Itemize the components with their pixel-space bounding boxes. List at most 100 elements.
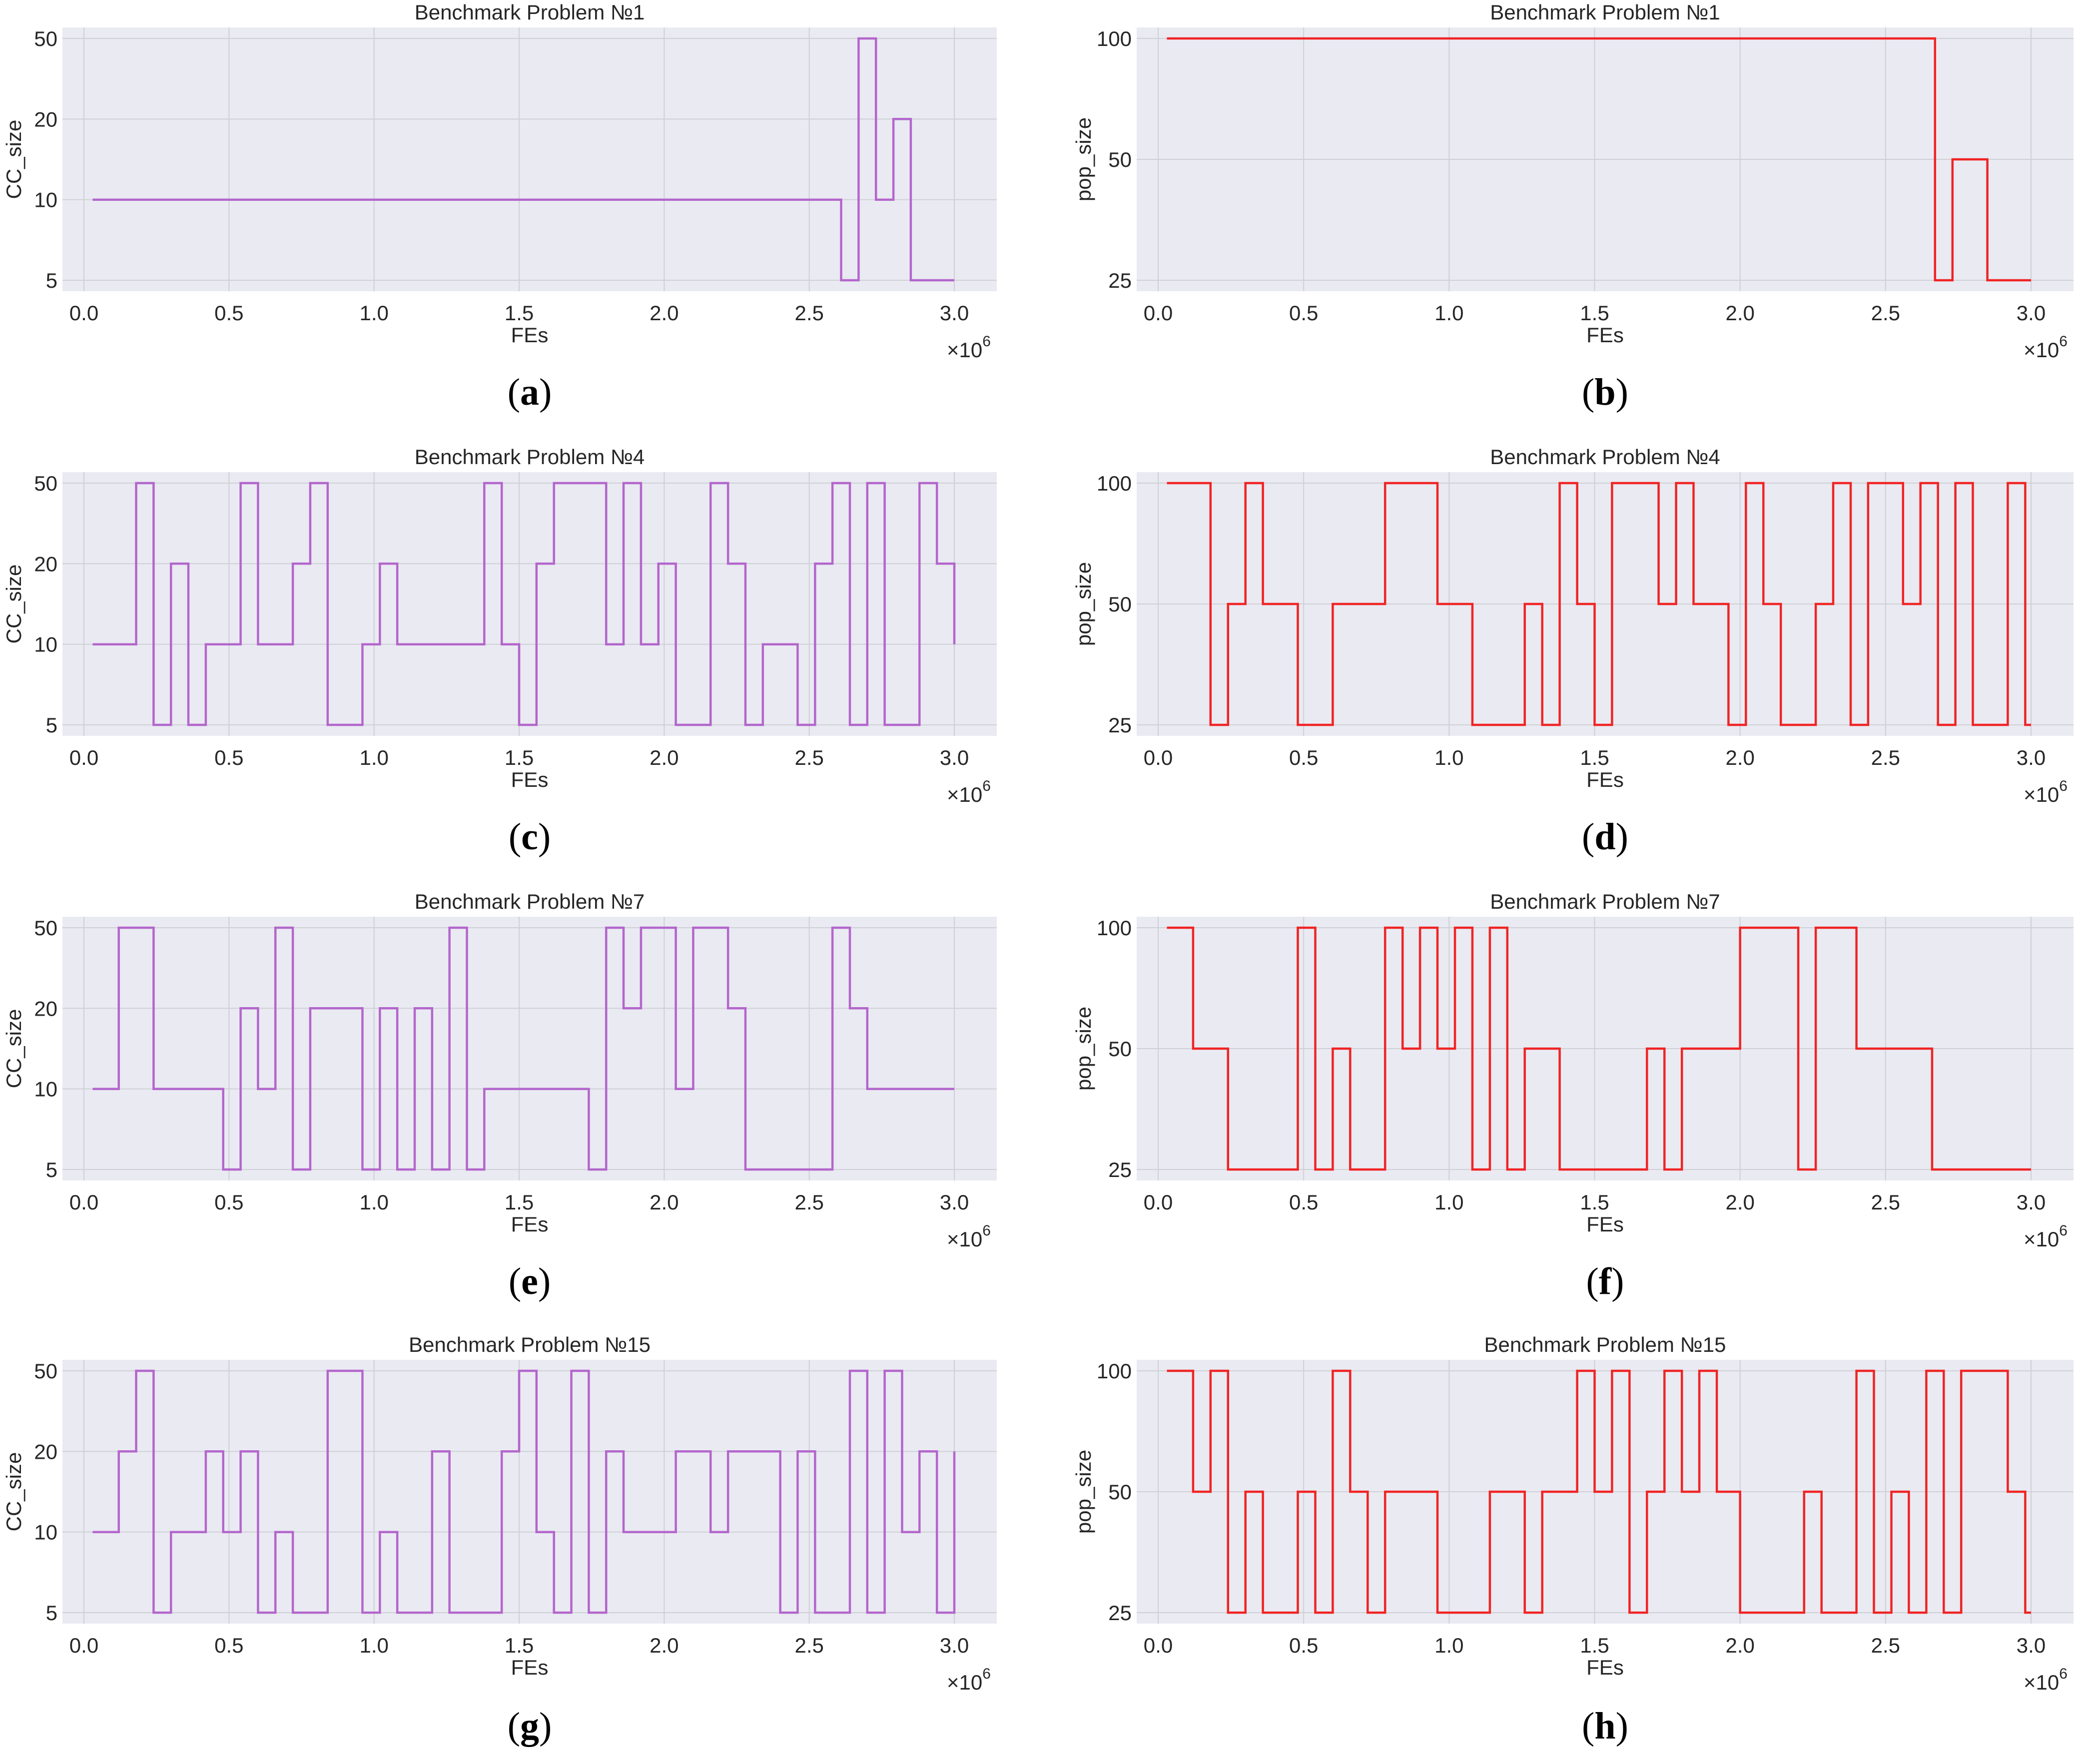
x-tick-label: 1.5: [505, 1634, 534, 1657]
y-tick-label: 20: [34, 552, 57, 576]
x-multiplier: ×106: [2024, 778, 2068, 806]
y-tick-label: 10: [34, 1078, 57, 1101]
x-multiplier: ×106: [947, 1222, 991, 1251]
series-line-CC-size: [92, 926, 954, 1171]
y-tick-label: 100: [1097, 1359, 1132, 1383]
caption-letter: a: [520, 371, 539, 413]
x-tick-label: 0.5: [214, 746, 243, 769]
caption-letter: d: [1594, 816, 1615, 858]
caption-open-paren: (: [1582, 1705, 1594, 1747]
y-tick-label: 20: [34, 1440, 57, 1463]
x-tick-label: 3.0: [940, 1190, 969, 1214]
x-tick-label: 1.0: [1434, 301, 1463, 325]
caption-letter: e: [521, 1260, 538, 1302]
x-multiplier-base: ×10: [947, 1227, 982, 1251]
y-tick-label: 50: [34, 472, 57, 495]
caption-open-paren: (: [1582, 371, 1594, 413]
chart-panel-g: 0.0 0.5 1.0 1.5 2.0 2.5 3.0 5 10 20 50 Benchmark Pr…: [2, 1333, 997, 1747]
x-tick-label: 1.5: [1580, 301, 1609, 325]
y-axis-label: CC_size: [2, 565, 25, 644]
caption-close-paren: ): [539, 1705, 552, 1747]
x-axis-label: FEs: [511, 1212, 549, 1236]
y-tick-label: 50: [34, 916, 57, 940]
x-axis-label: FEs: [1586, 1212, 1624, 1236]
caption-open-paren: (: [1586, 1260, 1599, 1302]
panel-caption: (g): [508, 1705, 552, 1747]
y-tick-label: 50: [34, 27, 57, 50]
x-tick-label: 3.0: [2017, 301, 2046, 325]
caption-letter: f: [1599, 1260, 1612, 1302]
x-tick-label: 2.0: [650, 1634, 679, 1657]
panel-caption: (b): [1582, 371, 1628, 413]
x-tick-label: 0.0: [1144, 746, 1173, 769]
y-tick-label: 5: [46, 269, 57, 292]
x-tick-label: 2.0: [650, 1190, 679, 1214]
x-tick-label: 1.0: [1434, 1634, 1463, 1657]
x-axis-label: FEs: [1586, 768, 1624, 791]
x-tick-label: 1.0: [359, 301, 388, 325]
caption-open-paren: (: [508, 1705, 520, 1747]
chart-panel-e: 0.0 0.5 1.0 1.5 2.0 2.5 3.0 5 10 20 50 Benchmark Pr…: [2, 890, 997, 1302]
x-tick-label: 0.0: [69, 1190, 98, 1214]
panel-caption: (d): [1582, 816, 1628, 858]
x-tick-label: 1.5: [1580, 1634, 1609, 1657]
caption-close-paren: ): [1616, 371, 1628, 413]
caption-letter: b: [1594, 371, 1615, 413]
chart-panel-a: 0.0 0.5 1.0 1.5 2.0 2.5 3.0 5 10 20 50 Benchmark Pr…: [2, 0, 997, 413]
y-tick-label: 50: [1108, 592, 1132, 616]
x-multiplier-exponent: 6: [982, 1222, 991, 1239]
series-line-pop-size: [1167, 1369, 2031, 1614]
y-tick-label: 25: [1108, 269, 1132, 292]
caption-close-paren: ): [538, 1260, 551, 1302]
caption-open-paren: (: [509, 1260, 521, 1302]
y-tick-label: 5: [46, 713, 57, 737]
x-tick-label: 2.5: [794, 746, 823, 769]
x-tick-label: 2.5: [794, 1634, 823, 1657]
y-tick-label: 20: [34, 107, 57, 131]
y-tick-label: 25: [1108, 713, 1132, 737]
x-tick-label: 1.0: [1434, 746, 1463, 769]
plot-area: [62, 1360, 997, 1624]
chart-title: Benchmark Problem №1: [415, 0, 645, 24]
series-line-CC-size: [92, 37, 954, 282]
x-multiplier-base: ×10: [947, 1671, 982, 1694]
chart-panel-h: 0.0 0.5 1.0 1.5 2.0 2.5 3.0 25 50 100 Benchmark Pr…: [1072, 1333, 2074, 1747]
x-axis-label: FEs: [1586, 323, 1624, 347]
chart-title: Benchmark Problem №15: [409, 1333, 651, 1356]
x-tick-label: 2.0: [650, 301, 679, 325]
caption-close-paren: ): [1616, 816, 1628, 858]
y-tick-label: 50: [1108, 1037, 1132, 1061]
x-tick-label: 1.5: [505, 746, 534, 769]
y-tick-label: 5: [46, 1158, 57, 1181]
x-axis-label: FEs: [511, 1656, 549, 1679]
y-tick-label: 50: [34, 1359, 57, 1383]
chart-panel-c: 0.0 0.5 1.0 1.5 2.0 2.5 3.0 5 10 20 50 Benchmark Pr…: [2, 445, 997, 858]
caption-close-paren: ): [1611, 1260, 1624, 1302]
chart-title: Benchmark Problem №4: [1490, 445, 1720, 469]
series-line-pop-size: [1167, 37, 2031, 282]
chart-panel-f: 0.0 0.5 1.0 1.5 2.0 2.5 3.0 25 50 100 Benchmark Pr…: [1072, 890, 2074, 1302]
caption-close-paren: ): [1616, 1705, 1628, 1747]
panel-caption: (e): [509, 1260, 551, 1302]
caption-open-paren: (: [509, 816, 521, 858]
x-multiplier-exponent: 6: [2059, 1222, 2068, 1239]
x-tick-label: 0.5: [214, 301, 243, 325]
x-tick-label: 0.5: [1289, 301, 1318, 325]
y-axis-label: pop_size: [1072, 117, 1095, 201]
x-tick-label: 0.0: [1144, 1190, 1173, 1214]
x-tick-label: 0.0: [1144, 1634, 1173, 1657]
caption-open-paren: (: [508, 371, 520, 413]
y-axis-label: CC_size: [2, 120, 25, 199]
plot-area: [62, 917, 997, 1180]
plot-area: [62, 27, 997, 291]
chart-title: Benchmark Problem №4: [415, 445, 645, 469]
y-tick-label: 100: [1097, 472, 1132, 495]
y-axis-label: CC_size: [2, 1009, 25, 1089]
x-multiplier: ×106: [2024, 1666, 2068, 1694]
x-tick-label: 0.5: [1289, 1634, 1318, 1657]
x-multiplier-exponent: 6: [2059, 333, 2068, 350]
x-multiplier-exponent: 6: [2059, 778, 2068, 794]
panel-caption: (a): [508, 371, 552, 413]
x-tick-label: 0.5: [214, 1190, 243, 1214]
series-line-CC-size: [92, 482, 956, 726]
